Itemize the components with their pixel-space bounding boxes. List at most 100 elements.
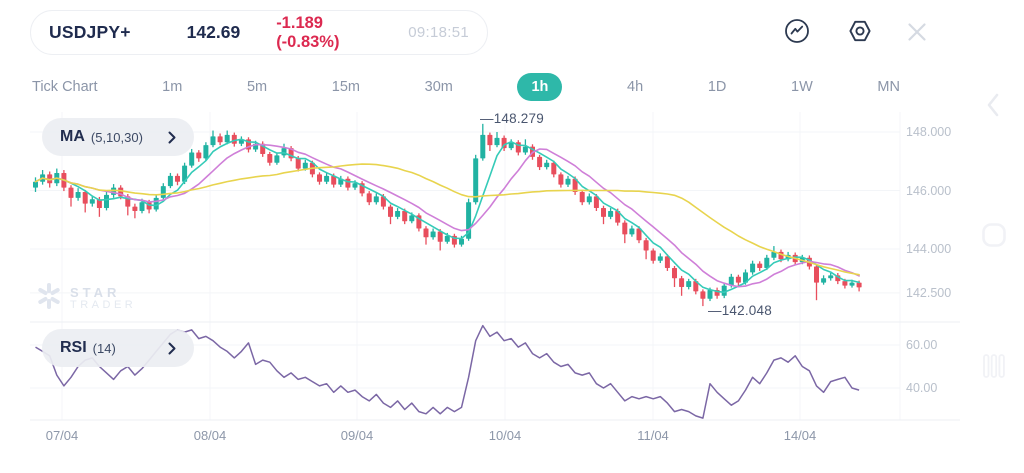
candle-up xyxy=(821,278,827,283)
tab-1h[interactable]: 1h xyxy=(517,73,563,101)
close-icon[interactable] xyxy=(906,21,928,48)
price-tick-label: 144.000 xyxy=(906,242,952,256)
candle-down xyxy=(345,178,351,188)
candle-down xyxy=(331,175,337,185)
candle-up xyxy=(224,134,230,143)
candle-up xyxy=(210,136,216,146)
candle-up xyxy=(629,228,635,235)
candle-up xyxy=(75,191,81,198)
candle-up xyxy=(686,281,692,288)
candle-up xyxy=(771,251,777,258)
tab-4h[interactable]: 4h xyxy=(627,79,644,95)
candle-up xyxy=(189,152,195,166)
candle-up xyxy=(764,257,770,269)
candle-up xyxy=(473,158,479,203)
price-tick-label: 146.000 xyxy=(906,183,952,198)
ma10-line xyxy=(34,143,860,288)
candle-down xyxy=(402,210,408,222)
date-tick-label: 10/04 xyxy=(488,428,522,443)
candle-up xyxy=(459,238,464,245)
candle-down xyxy=(601,208,606,217)
rsi-indicator-pill[interactable]: RSI (14) xyxy=(42,329,194,367)
candle-down xyxy=(388,206,393,217)
candle-up xyxy=(828,275,834,279)
candle-down xyxy=(664,256,670,269)
tab-5m[interactable]: 5m xyxy=(246,79,268,95)
candle-up xyxy=(657,256,663,261)
quote-summary-pill[interactable]: USDJPY+ 142.69 -1.189 (-0.83%) 09:18:51 xyxy=(30,10,488,55)
candle-up xyxy=(324,175,330,182)
candle-down xyxy=(231,134,237,144)
candle-down xyxy=(842,281,848,286)
candle-down xyxy=(615,210,621,223)
watermark-star: STAR xyxy=(70,284,121,300)
candle-up xyxy=(203,145,209,159)
candle-down xyxy=(487,134,493,146)
ma-indicator-params: (5,10,30) xyxy=(90,129,143,145)
candle-up xyxy=(522,146,528,153)
candle-down xyxy=(856,282,862,288)
chevron-right-icon xyxy=(168,131,176,144)
tab-1d[interactable]: 1D xyxy=(707,79,727,95)
price-change: -1.189 (-0.83%) xyxy=(276,13,340,51)
rsi-tick-label: 40.00 xyxy=(906,381,938,395)
candle-down xyxy=(96,199,102,209)
candle-down xyxy=(643,240,649,251)
ghost-square-icon[interactable] xyxy=(981,222,1007,253)
candle-down xyxy=(47,174,53,184)
ghost-bars-icon[interactable] xyxy=(981,353,1007,384)
candle-up xyxy=(508,142,514,149)
candle-down xyxy=(82,191,88,204)
candle-down xyxy=(572,178,578,192)
candle-up xyxy=(544,162,550,168)
ma-indicator-pill[interactable]: MA (5,10,30) xyxy=(42,118,194,156)
price-tick-label: 148.000 xyxy=(906,125,952,139)
candle-down xyxy=(317,174,322,182)
tab-1m[interactable]: 1m xyxy=(162,79,183,95)
candle-down xyxy=(622,222,628,235)
brand-watermark: STAR TRADER xyxy=(36,282,136,315)
candle-down xyxy=(175,175,180,182)
candle-up xyxy=(707,289,713,299)
tab-mn[interactable]: MN xyxy=(877,79,900,95)
candle-down xyxy=(68,187,74,198)
candle-up xyxy=(395,210,401,217)
date-tick-label: 09/04 xyxy=(340,428,374,443)
rsi-indicator-name: RSI xyxy=(60,339,87,356)
tab-15m[interactable]: 15m xyxy=(331,79,360,95)
candle-up xyxy=(721,285,727,296)
tab-1w[interactable]: 1W xyxy=(791,79,813,95)
candle-up xyxy=(352,183,358,188)
candle-down xyxy=(650,250,656,261)
settings-icon[interactable] xyxy=(846,17,874,50)
candle-up xyxy=(167,175,173,187)
candle-up xyxy=(849,282,855,286)
candle-up xyxy=(430,231,436,238)
date-tick-label: 07/04 xyxy=(45,428,79,443)
candle-down xyxy=(437,231,443,242)
last-price: 142.69 xyxy=(186,22,241,42)
candle-up xyxy=(139,202,145,211)
tab-30m[interactable]: 30m xyxy=(424,79,453,95)
candle-up xyxy=(182,165,188,182)
candle-up xyxy=(743,272,748,283)
tab-tick-chart[interactable]: Tick Chart xyxy=(32,79,98,95)
candle-up xyxy=(608,210,614,217)
candle-up xyxy=(409,215,415,222)
quote-time: 09:18:51 xyxy=(408,24,469,41)
candle-up xyxy=(160,186,166,198)
candle-down xyxy=(679,278,685,288)
candle-up xyxy=(728,276,734,286)
candle-down xyxy=(735,276,741,283)
symbol-name: USDJPY+ xyxy=(49,22,131,42)
date-tick-label: 11/04 xyxy=(637,428,669,443)
candle-up xyxy=(444,235,450,242)
high-price-annotation: —148.279 xyxy=(480,111,544,126)
low-price-annotation: —142.048 xyxy=(708,303,772,318)
candle-up xyxy=(274,155,280,163)
candle-up xyxy=(750,263,756,273)
trend-indicator-icon[interactable] xyxy=(784,18,810,49)
collapse-panel-chevron-icon[interactable] xyxy=(984,92,1002,123)
